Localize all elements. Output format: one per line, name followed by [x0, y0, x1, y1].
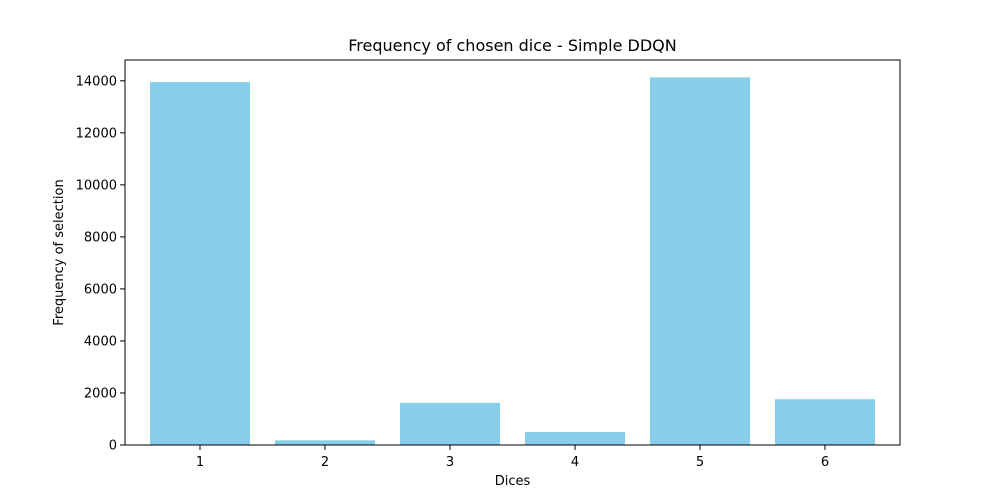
x-tick-label: 3	[446, 455, 454, 470]
y-tick-label: 12000	[76, 126, 117, 141]
chart-title: Frequency of chosen dice - Simple DDQN	[348, 36, 677, 55]
bar-6	[775, 399, 875, 445]
x-tick-label: 2	[321, 455, 329, 470]
y-tick-label: 4000	[84, 334, 117, 349]
x-tick-label: 5	[696, 455, 704, 470]
bar-4	[525, 431, 625, 445]
bar-3	[400, 402, 500, 445]
y-tick-label: 2000	[84, 386, 117, 401]
bar-1	[150, 82, 250, 446]
x-tick-label: 1	[196, 455, 204, 470]
x-tick-label: 4	[571, 455, 579, 470]
plot-frame	[124, 59, 901, 446]
y-tick-label: 0	[109, 439, 117, 454]
y-tick-label: 14000	[76, 74, 117, 89]
y-axis-label: Frequency of selection	[52, 179, 67, 325]
bar-5	[650, 77, 750, 446]
y-tick-label: 6000	[84, 282, 117, 297]
x-axis-ticks: 1 2 3 4 5 6	[196, 445, 829, 470]
y-tick-label: 8000	[84, 230, 117, 245]
y-tick-label: 10000	[76, 178, 117, 193]
y-axis-ticks: 0 2000 4000 6000 8000 10000 12000 14000	[76, 74, 125, 454]
x-axis-label: Dices	[495, 474, 531, 489]
x-tick-label: 6	[821, 455, 829, 470]
bars-layer	[150, 77, 875, 446]
bar-2	[275, 440, 375, 445]
